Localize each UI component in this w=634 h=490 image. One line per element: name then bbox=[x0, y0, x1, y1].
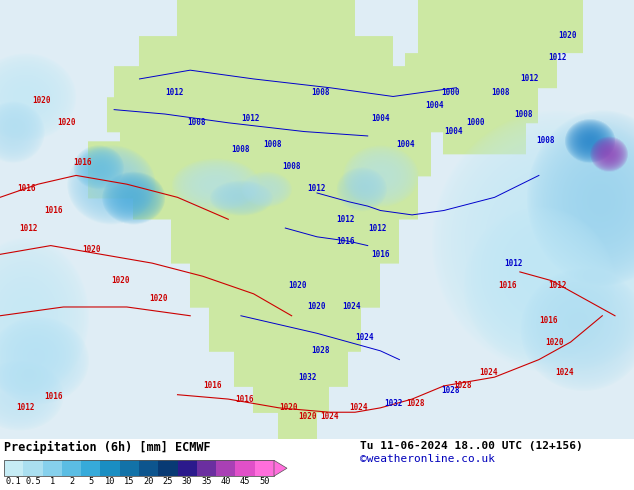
Text: 1012: 1012 bbox=[165, 88, 184, 97]
Text: 1012: 1012 bbox=[368, 223, 387, 233]
Text: 1028: 1028 bbox=[406, 399, 425, 408]
Text: 1028: 1028 bbox=[311, 346, 330, 355]
Bar bbox=[81, 460, 100, 476]
Text: 1020: 1020 bbox=[545, 338, 564, 346]
Text: 35: 35 bbox=[201, 477, 212, 486]
Text: 1016: 1016 bbox=[44, 206, 63, 215]
Text: ©weatheronline.co.uk: ©weatheronline.co.uk bbox=[360, 454, 495, 465]
Text: 1016: 1016 bbox=[203, 381, 222, 391]
Bar bbox=[23, 460, 42, 476]
Bar bbox=[42, 460, 62, 476]
Text: 1016: 1016 bbox=[539, 316, 558, 325]
Bar bbox=[100, 460, 120, 476]
Text: 1000: 1000 bbox=[441, 88, 460, 97]
Text: 1012: 1012 bbox=[548, 52, 567, 62]
Text: 1020: 1020 bbox=[298, 412, 317, 421]
Text: 1016: 1016 bbox=[498, 281, 517, 290]
Bar bbox=[4, 460, 23, 476]
Bar bbox=[139, 460, 158, 476]
Text: 45: 45 bbox=[240, 477, 250, 486]
Text: 1020: 1020 bbox=[288, 281, 307, 290]
Text: 20: 20 bbox=[143, 477, 154, 486]
Text: 1004: 1004 bbox=[396, 140, 415, 149]
Bar bbox=[62, 460, 81, 476]
Text: 1016: 1016 bbox=[336, 237, 355, 245]
Text: 1020: 1020 bbox=[558, 30, 577, 40]
Text: 1008: 1008 bbox=[514, 110, 533, 119]
Text: 1020: 1020 bbox=[32, 97, 51, 105]
Bar bbox=[255, 460, 274, 476]
Text: 1028: 1028 bbox=[453, 381, 472, 391]
Bar bbox=[235, 460, 255, 476]
Text: 1012: 1012 bbox=[307, 184, 327, 193]
Bar bbox=[197, 460, 216, 476]
Text: 1012: 1012 bbox=[504, 259, 523, 268]
Text: 1008: 1008 bbox=[231, 145, 250, 153]
Text: 40: 40 bbox=[221, 477, 231, 486]
Bar bbox=[120, 460, 139, 476]
Text: 1012: 1012 bbox=[520, 74, 539, 83]
Text: 1008: 1008 bbox=[263, 140, 282, 149]
Text: 1032: 1032 bbox=[298, 373, 317, 382]
Bar bbox=[178, 460, 197, 476]
Text: 1032: 1032 bbox=[384, 399, 403, 408]
Text: 1020: 1020 bbox=[279, 403, 298, 413]
Text: 1008: 1008 bbox=[311, 88, 330, 97]
Text: 1016: 1016 bbox=[371, 250, 390, 259]
Text: 1: 1 bbox=[49, 477, 55, 486]
Text: 1020: 1020 bbox=[57, 118, 76, 127]
Text: 1016: 1016 bbox=[44, 392, 63, 401]
Text: 1016: 1016 bbox=[235, 394, 254, 404]
Text: 2: 2 bbox=[69, 477, 74, 486]
Text: 1020: 1020 bbox=[307, 302, 327, 312]
Text: 1008: 1008 bbox=[187, 118, 206, 127]
Text: 1024: 1024 bbox=[355, 333, 374, 342]
Text: 25: 25 bbox=[163, 477, 173, 486]
Text: 1008: 1008 bbox=[536, 136, 555, 145]
Text: 1024: 1024 bbox=[555, 368, 574, 377]
Text: 1000: 1000 bbox=[466, 118, 485, 127]
Text: 1016: 1016 bbox=[17, 184, 36, 193]
Text: 10: 10 bbox=[105, 477, 115, 486]
Text: 1012: 1012 bbox=[336, 215, 355, 224]
Text: 1004: 1004 bbox=[371, 114, 390, 123]
Text: 1024: 1024 bbox=[479, 368, 498, 377]
Bar bbox=[158, 460, 178, 476]
Text: 5: 5 bbox=[88, 477, 93, 486]
Text: 1012: 1012 bbox=[16, 403, 35, 413]
Text: 15: 15 bbox=[124, 477, 134, 486]
Text: 1020: 1020 bbox=[82, 245, 101, 254]
Bar bbox=[4, 460, 274, 476]
Text: Tu 11-06-2024 18..00 UTC (12+156): Tu 11-06-2024 18..00 UTC (12+156) bbox=[360, 441, 583, 450]
Text: 1024: 1024 bbox=[320, 412, 339, 421]
Text: 1004: 1004 bbox=[444, 127, 463, 136]
Text: 1004: 1004 bbox=[425, 101, 444, 110]
Text: Precipitation (6h) [mm] ECMWF: Precipitation (6h) [mm] ECMWF bbox=[4, 441, 210, 454]
Text: 1020: 1020 bbox=[149, 294, 168, 303]
Text: 1024: 1024 bbox=[349, 403, 368, 413]
Text: 1028: 1028 bbox=[441, 386, 460, 395]
Text: 1008: 1008 bbox=[282, 162, 301, 171]
Text: 30: 30 bbox=[182, 477, 193, 486]
Text: 1012: 1012 bbox=[19, 223, 38, 233]
Text: 1020: 1020 bbox=[111, 276, 130, 285]
Text: 0.5: 0.5 bbox=[25, 477, 41, 486]
Text: 50: 50 bbox=[259, 477, 269, 486]
Text: 1012: 1012 bbox=[548, 281, 567, 290]
Text: 1024: 1024 bbox=[342, 302, 361, 312]
Bar bbox=[216, 460, 235, 476]
Text: 0.1: 0.1 bbox=[6, 477, 22, 486]
Text: 1016: 1016 bbox=[73, 158, 92, 167]
Text: 1012: 1012 bbox=[241, 114, 260, 123]
Text: 1008: 1008 bbox=[491, 88, 510, 97]
Polygon shape bbox=[274, 460, 287, 476]
